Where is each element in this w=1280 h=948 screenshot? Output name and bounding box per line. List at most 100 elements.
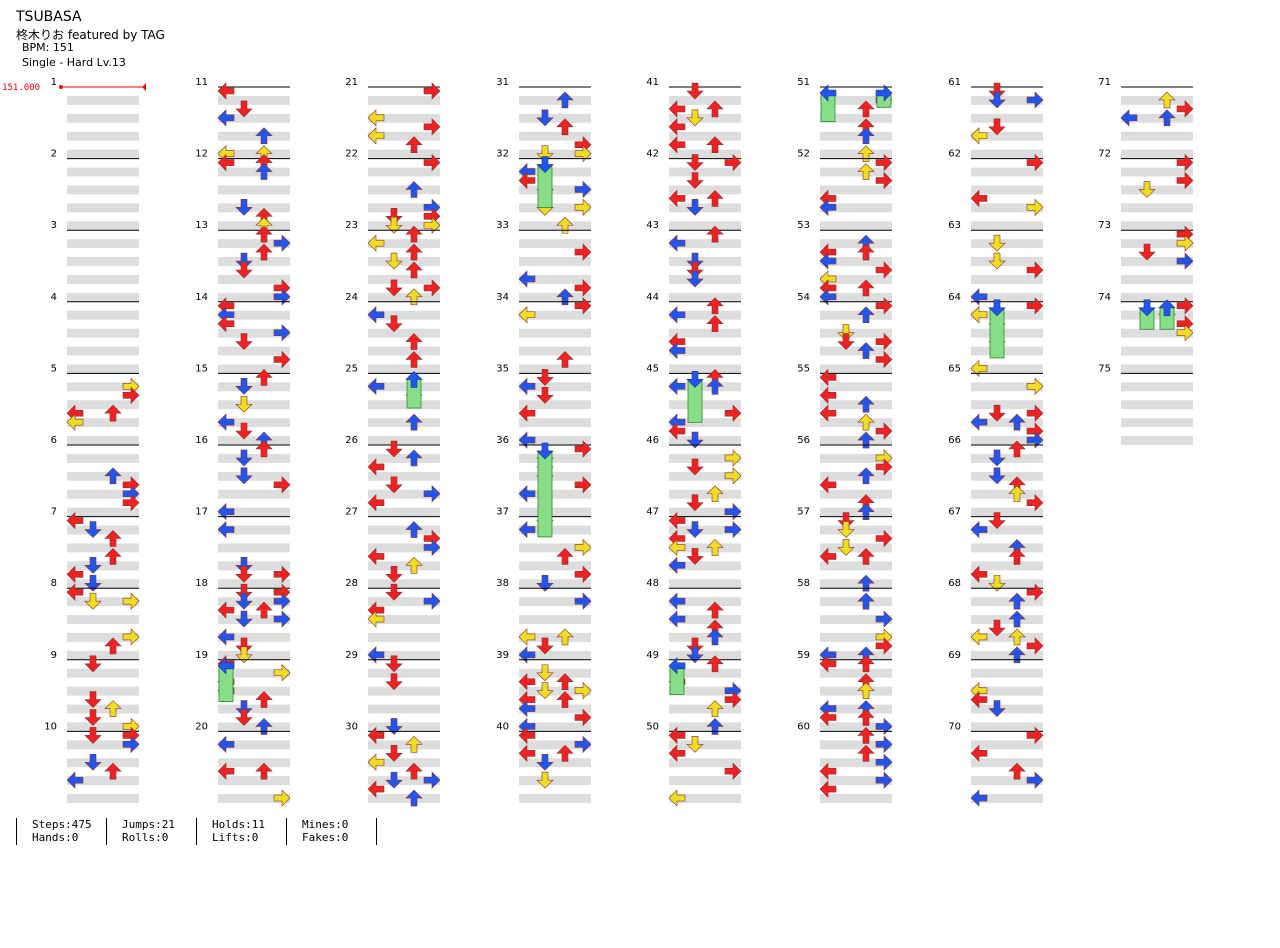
- beat-band: [971, 292, 1043, 302]
- beat-band: [368, 776, 440, 786]
- beat-band: [669, 274, 741, 284]
- left-arrow: [668, 592, 686, 610]
- down-arrow: [1138, 299, 1156, 317]
- beat-band: [67, 239, 139, 249]
- beat-band: [971, 185, 1043, 195]
- beat-band: [820, 292, 892, 302]
- beat-band: [67, 113, 139, 123]
- measure-number: 15: [195, 363, 208, 374]
- left-arrow: [66, 413, 84, 431]
- left-arrow: [367, 458, 385, 476]
- right-arrow: [724, 502, 742, 521]
- up-arrow: [556, 628, 574, 646]
- beat-band: [820, 794, 892, 803]
- up-arrow: [405, 449, 423, 467]
- down-arrow: [385, 440, 403, 458]
- right-arrow: [1026, 377, 1044, 396]
- down-arrow: [988, 449, 1006, 467]
- left-arrow: [518, 628, 536, 646]
- beat-band: [971, 489, 1043, 499]
- beat-band: [669, 167, 741, 177]
- measure-number: 67: [948, 507, 961, 518]
- up-arrow: [857, 127, 875, 145]
- left-arrow: [217, 520, 235, 539]
- stats-separator: [196, 818, 197, 845]
- left-arrow: [367, 726, 385, 745]
- right-arrow: [1176, 153, 1194, 172]
- measure-number: 8: [51, 578, 57, 589]
- down-arrow: [385, 655, 403, 673]
- beat-band: [67, 561, 139, 571]
- up-arrow: [556, 351, 574, 368]
- beat-band: [368, 149, 440, 159]
- beat-band: [1121, 221, 1193, 231]
- up-arrow: [255, 440, 273, 458]
- down-arrow: [988, 299, 1006, 317]
- beat-band: [669, 776, 741, 786]
- measure-number: 63: [948, 220, 961, 231]
- right-arrow: [724, 153, 742, 172]
- beat-band: [218, 632, 290, 642]
- right-arrow: [724, 520, 742, 539]
- down-arrow: [536, 109, 554, 127]
- beat-band: [218, 310, 290, 320]
- measure-number: 72: [1098, 149, 1111, 160]
- beat-band: [1121, 364, 1193, 374]
- up-arrow: [405, 556, 423, 574]
- up-arrow: [104, 547, 122, 565]
- beat-band: [1121, 113, 1193, 123]
- left-arrow: [668, 341, 686, 360]
- beat-band: [820, 668, 892, 678]
- up-arrow: [857, 467, 875, 485]
- measure-number: 54: [797, 292, 810, 303]
- down-arrow: [536, 753, 554, 771]
- down-arrow: [84, 691, 102, 709]
- beat-band: [820, 95, 892, 105]
- beat-band: [67, 668, 139, 678]
- right-arrow: [724, 467, 742, 485]
- up-arrow: [405, 225, 423, 243]
- bpm-marker-tip: [142, 83, 146, 91]
- left-arrow: [970, 690, 988, 709]
- right-arrow: [273, 592, 291, 610]
- up-arrow: [706, 718, 724, 735]
- beat-band: [820, 400, 892, 410]
- right-arrow: [875, 153, 893, 172]
- beat-band: [519, 149, 591, 159]
- beat-band: [218, 650, 290, 660]
- up-arrow: [1008, 628, 1026, 646]
- measure-number: 3: [51, 220, 57, 231]
- beat-band: [519, 310, 591, 320]
- down-arrow: [235, 100, 253, 118]
- down-arrow: [235, 449, 253, 467]
- beat-band: [820, 149, 892, 159]
- up-arrow: [104, 637, 122, 655]
- down-arrow: [837, 539, 855, 556]
- down-arrow: [536, 386, 554, 404]
- beat-band: [218, 704, 290, 714]
- up-arrow: [255, 127, 273, 145]
- right-arrow: [1176, 100, 1194, 118]
- left-arrow: [819, 252, 837, 270]
- beat-band: [67, 579, 139, 589]
- beat-band: [820, 221, 892, 231]
- beat-band: [669, 704, 741, 714]
- up-arrow: [706, 225, 724, 243]
- beat-band: [218, 507, 290, 517]
- down-arrow: [235, 467, 253, 485]
- beat-band: [971, 453, 1043, 463]
- beat-band: [368, 686, 440, 696]
- down-arrow: [536, 442, 554, 460]
- down-arrow: [385, 279, 403, 297]
- beat-band: [519, 203, 591, 213]
- beat-band: [971, 722, 1043, 732]
- beat-band: [971, 561, 1043, 571]
- left-arrow: [819, 288, 837, 306]
- down-arrow: [536, 637, 554, 655]
- beat-band: [67, 453, 139, 463]
- beat-band: [820, 436, 892, 445]
- right-arrow: [875, 529, 893, 548]
- beat-band: [218, 418, 290, 428]
- left-arrow: [668, 422, 686, 440]
- beat-band: [218, 239, 290, 249]
